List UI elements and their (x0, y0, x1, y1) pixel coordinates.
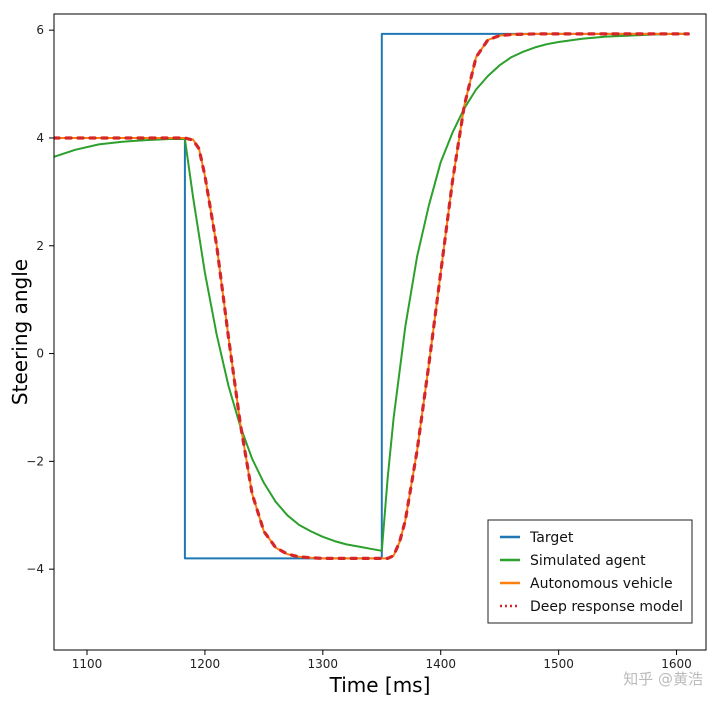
legend-box (487, 519, 693, 624)
series-layer (54, 32, 690, 561)
y-tick-label: 6 (36, 23, 44, 37)
x-tick-label: 1600 (661, 657, 692, 671)
y-tick-label: 2 (36, 239, 44, 253)
legend-label-target: Target (529, 530, 574, 546)
x-axis-ticks: 1100 1200 1300 1400 1500 1600 (72, 650, 692, 671)
legend: Target Simulated agent Autonomous vehicl… (487, 519, 693, 624)
legend-label-simulated-agent: Simulated agent (530, 553, 646, 569)
x-tick-label: 1400 (425, 657, 456, 671)
x-tick-label: 1500 (543, 657, 574, 671)
x-axis-label: Time [ms] (329, 673, 431, 697)
legend-label-deep-response-model: Deep response model (530, 599, 683, 615)
y-tick-label: 4 (36, 131, 44, 145)
y-axis-label: Steering angle (8, 259, 32, 405)
legend-label-autonomous-vehicle: Autonomous vehicle (530, 576, 673, 592)
x-tick-label: 1200 (190, 657, 221, 671)
series-line-deep-response-model (54, 32, 690, 561)
x-tick-label: 1100 (72, 657, 103, 671)
series-line-simulated-agent (54, 32, 689, 552)
y-tick-label: −4 (26, 562, 44, 576)
y-tick-label: 0 (36, 347, 44, 361)
x-tick-label: 1300 (308, 657, 339, 671)
watermark: 知乎 @黄浩 (623, 670, 703, 688)
y-tick-label: −2 (26, 454, 44, 468)
plot-frame (53, 13, 707, 651)
y-axis-ticks: −4 −2 0 2 4 6 (26, 23, 54, 576)
